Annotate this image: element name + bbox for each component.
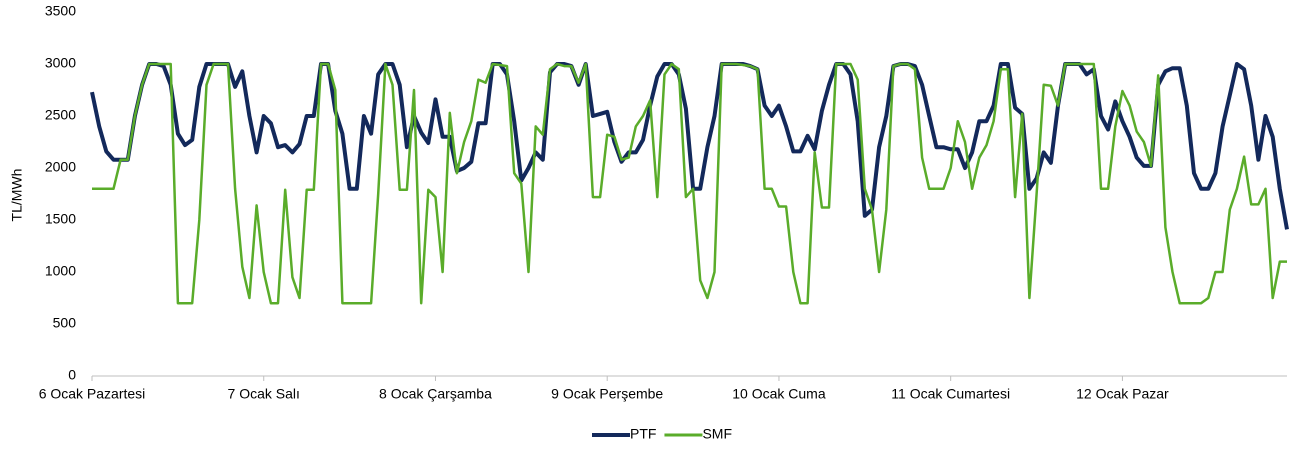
x-tick-label: 7 Ocak Salı [228,386,300,402]
x-tick-label: 8 Ocak Çarşamba [379,386,492,402]
y-tick-label: 1500 [45,211,76,227]
x-tick-label: 12 Ocak Pazar [1076,386,1169,402]
y-tick-label: 0 [68,367,76,383]
y-tick-label: 3500 [45,3,76,19]
legend-label: PTF [630,426,656,442]
y-axis-label: TL/MWh [9,169,25,222]
y-tick-label: 2000 [45,159,76,175]
y-tick-label: 500 [53,315,77,331]
x-tick-label: 6 Ocak Pazartesi [39,386,146,402]
line-series [90,62,1289,230]
y-tick-label: 3000 [45,55,76,71]
line-series [92,62,1287,305]
x-tick-label: 10 Ocak Cuma [732,386,826,402]
x-tick-label: 9 Ocak Perşembe [551,386,663,402]
y-tick-label: 1000 [45,263,76,279]
y-tick-label: 2500 [45,107,76,123]
legend-label: SMF [702,426,732,442]
x-tick-label: 11 Ocak Cumartesi [891,386,1010,402]
